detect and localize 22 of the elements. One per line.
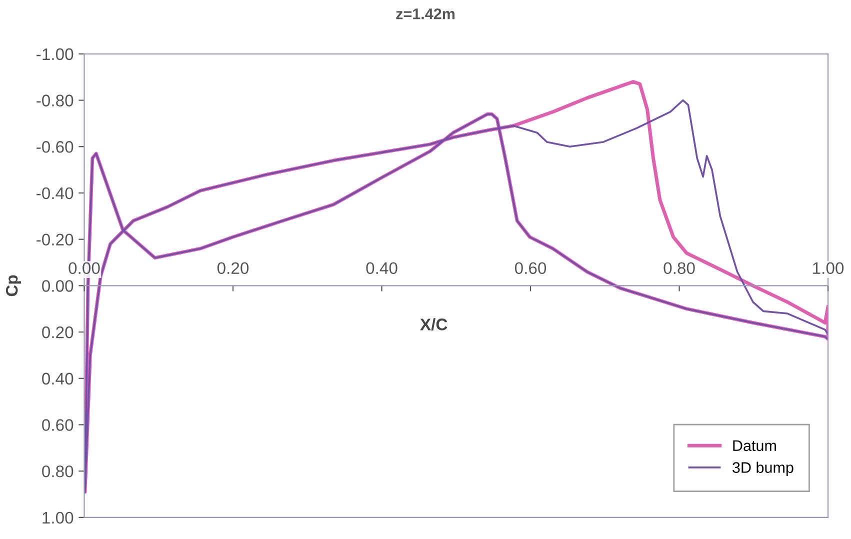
chart-title: z=1.42m bbox=[396, 8, 454, 20]
x-tick-label: 0.40 bbox=[366, 262, 398, 274]
x-tick-label: 0.80 bbox=[664, 262, 695, 274]
y-tick-label: 1.00 bbox=[42, 512, 74, 524]
x-tick-label: 0.00 bbox=[68, 262, 100, 274]
y-tick-label: -0.60 bbox=[36, 141, 74, 153]
y-tick-label: 0.20 bbox=[42, 326, 74, 338]
y-tick-label: -0.20 bbox=[36, 234, 74, 246]
y-tick-label: 0.60 bbox=[42, 419, 74, 431]
y-axis-title: Cp bbox=[6, 275, 22, 296]
x-tick-label: 1.00 bbox=[813, 262, 844, 274]
y-tick-label: -0.40 bbox=[36, 187, 74, 200]
x-axis-title: X/C bbox=[420, 318, 448, 331]
y-tick-label: 0.40 bbox=[42, 372, 74, 385]
x-tick-label: 0.60 bbox=[514, 262, 546, 274]
y-tick-label: 0.00 bbox=[42, 280, 74, 292]
y-tick-label: -0.80 bbox=[36, 94, 74, 106]
legend-label: Datum bbox=[733, 440, 776, 452]
legend-label: 3D bump bbox=[732, 462, 794, 476]
y-tick-label: 0.80 bbox=[42, 465, 74, 478]
y-tick-label: -1.00 bbox=[36, 48, 74, 60]
x-tick-label: 0.20 bbox=[217, 262, 249, 274]
